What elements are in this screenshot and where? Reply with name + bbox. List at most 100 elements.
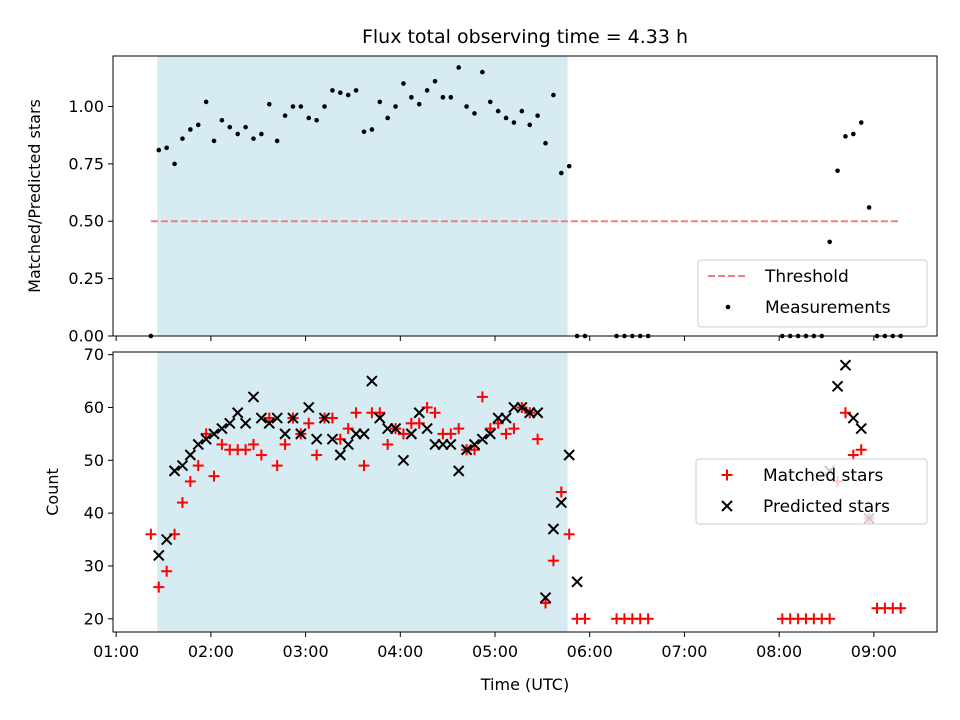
predicted-star-point [279,428,291,440]
matched-star-point [374,407,386,419]
measurement-point [409,95,414,100]
matched-star-point [326,412,338,424]
predicted-star-point-b [839,359,852,371]
matched-star-point [555,486,567,498]
x-tick-label: 03:00 [283,642,329,661]
measurement-point [519,108,525,114]
measurement-point [314,117,319,123]
predicted-star-point-b [303,401,315,414]
measurement-point [858,120,864,125]
matched-star-point [484,423,496,435]
measurement-point [156,147,162,153]
top-plot-frame [112,55,938,337]
predicted-star-point [839,359,852,371]
measurement-point [188,127,193,132]
predicted-star-point [374,412,386,424]
predicted-star-point [421,422,433,435]
matched-star-point [184,475,196,487]
matched-star-point [311,449,323,461]
y-tick-label: 30 [84,556,104,575]
predicted-star-point [397,454,410,467]
predicted-star-point-b [255,412,268,424]
predicted-star-point-b [287,412,299,424]
y-tick-label: 0.00 [68,327,104,346]
measurement-point [527,122,533,128]
x-tick-label: 02:00 [188,642,234,661]
predicted-star-point-b [231,407,244,419]
matched-star-point [247,438,259,450]
measurement-point [172,161,177,167]
predicted-star-point [358,428,370,440]
predicted-star-point [547,523,560,535]
matched-star-point [429,407,441,419]
y-tick-label: 50 [84,451,104,470]
measurement-point [274,138,280,144]
measurement-point [338,90,343,96]
measurement-point [480,69,485,75]
measurement-point [203,99,209,105]
x-tick-label: 01:00 [93,642,139,661]
predicted-star-point [263,417,275,430]
predicted-star-point [334,449,347,461]
measurement-point [827,239,832,245]
legend-plus-glyph [721,469,733,481]
measurement-point [243,124,248,130]
predicted-star-point-b [460,444,473,456]
predicted-star-point [366,375,378,387]
predicted-star-point [200,433,212,445]
y-tick-label: 0.25 [68,269,104,288]
bottom-shaded-span [157,352,568,632]
predicted-star-point-b [847,412,860,424]
predicted-star-point-b [468,438,481,451]
predicted-star-point [563,449,575,461]
measurement-point [345,92,351,98]
predicted-star-point-b [445,438,457,451]
x-tick-label: 05:00 [472,642,518,661]
y-tick-label: 1.00 [68,97,104,116]
measurement-point [566,163,572,169]
x-tick-label: 08:00 [756,642,802,661]
predicted-star-point-b [831,380,844,393]
predicted-star-point [192,438,204,451]
matched-star-point [263,412,275,424]
predicted-star-point [468,438,481,451]
predicted-star-point-b [531,407,544,419]
measurement-point [835,168,840,174]
measurement-point [424,88,430,93]
bottom-legend-box [695,458,928,525]
legend-matched-marker [721,469,733,481]
matched-star-point [176,497,188,509]
measurement-point [298,104,304,109]
predicted-star-point [295,428,307,440]
bottom-plot-frame [112,351,938,633]
predicted-star-point-b [216,422,228,435]
y-tick-label: 20 [84,609,104,628]
predicted-star-point-b [176,459,189,472]
predicted-star-point [445,438,457,451]
predicted-star-point [153,549,165,562]
matched-star-point [453,423,465,435]
predicted-star-point-b [366,375,378,387]
measurement-point [227,124,233,130]
matched-star-point [382,438,394,450]
top-y-axis-label: Matched/Predicted stars [25,99,44,293]
predicted-star-point [342,438,354,451]
predicted-star-point-b [192,438,204,451]
x-tick-label: 06:00 [567,642,613,661]
matched-star-point [855,444,867,456]
x-tick-label: 09:00 [851,642,897,661]
measurement-point [361,129,367,135]
predicted-star-point-b [452,465,465,477]
predicted-star-point-b [200,433,212,445]
bottom-legend: Matched stars Predicted stars [695,458,928,525]
predicted-star-point [516,401,528,414]
predicted-star-point-b [397,454,410,467]
predicted-star-point [208,428,220,440]
predicted-star-point-b [855,422,867,435]
measurement-point [322,104,327,109]
predicted-star-point [555,496,568,509]
matched-star-point [255,449,267,461]
measurement-point [495,108,501,114]
predicted-star-point [231,407,244,419]
matched-star-point [895,602,907,614]
